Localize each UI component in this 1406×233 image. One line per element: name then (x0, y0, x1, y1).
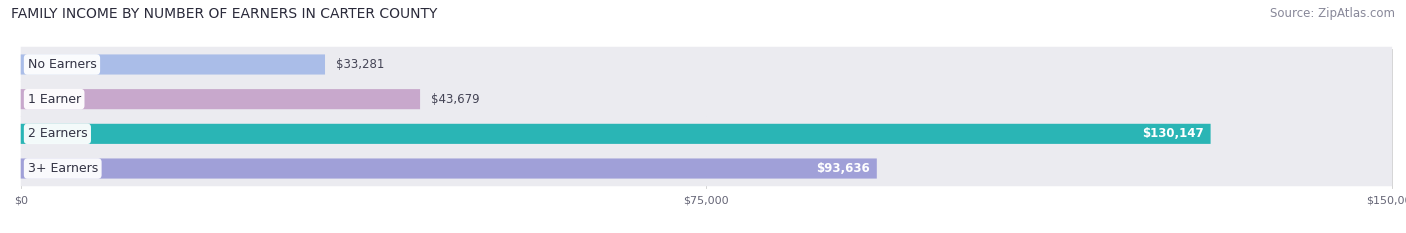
Text: FAMILY INCOME BY NUMBER OF EARNERS IN CARTER COUNTY: FAMILY INCOME BY NUMBER OF EARNERS IN CA… (11, 7, 437, 21)
FancyBboxPatch shape (21, 47, 1392, 82)
FancyBboxPatch shape (21, 82, 1392, 117)
FancyBboxPatch shape (21, 158, 877, 178)
Text: Source: ZipAtlas.com: Source: ZipAtlas.com (1270, 7, 1395, 20)
FancyBboxPatch shape (21, 151, 1392, 186)
Text: $43,679: $43,679 (432, 93, 479, 106)
FancyBboxPatch shape (21, 55, 325, 75)
Text: $130,147: $130,147 (1142, 127, 1204, 140)
Text: 2 Earners: 2 Earners (28, 127, 87, 140)
Text: 1 Earner: 1 Earner (28, 93, 80, 106)
FancyBboxPatch shape (21, 124, 1211, 144)
Text: No Earners: No Earners (28, 58, 97, 71)
FancyBboxPatch shape (21, 89, 420, 109)
Text: $33,281: $33,281 (336, 58, 384, 71)
Text: 3+ Earners: 3+ Earners (28, 162, 98, 175)
Text: $93,636: $93,636 (817, 162, 870, 175)
FancyBboxPatch shape (21, 116, 1392, 151)
